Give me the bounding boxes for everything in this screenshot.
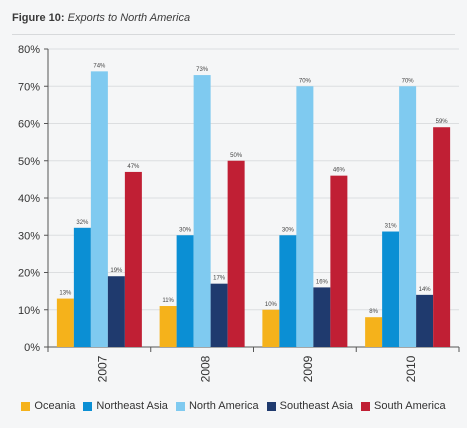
y-tick-label: 80%: [18, 44, 40, 56]
bar: [433, 127, 451, 347]
y-tick-label: 20%: [18, 268, 40, 280]
data-label: 47%: [127, 164, 140, 170]
data-label: 59%: [436, 119, 449, 125]
bar: [365, 317, 383, 347]
data-label: 32%: [76, 220, 89, 226]
bar: [227, 160, 245, 347]
bar: [382, 231, 400, 347]
data-label: 13%: [59, 291, 72, 297]
bar: [296, 86, 314, 347]
figure-caption: Exports to North America: [67, 12, 191, 24]
y-tick-label: 60%: [18, 119, 40, 131]
data-label: 70%: [402, 78, 415, 84]
x-category-label: 2008: [198, 355, 212, 382]
bar: [73, 227, 91, 347]
bar: [313, 287, 331, 347]
legend-label: North America: [188, 400, 259, 412]
data-label: 14%: [419, 287, 432, 293]
y-tick-label: 30%: [18, 230, 40, 242]
legend-swatch: [361, 401, 371, 411]
data-label: 50%: [230, 153, 243, 159]
bar: [159, 306, 177, 347]
bar: [262, 309, 280, 347]
y-tick-label: 40%: [18, 193, 40, 205]
data-label: 10%: [265, 302, 278, 308]
bar: [330, 175, 348, 347]
legend-label: Northeast Asia: [96, 400, 168, 412]
legend-item: North America: [175, 400, 259, 412]
legend-label: Southeast Asia: [279, 400, 354, 412]
data-label: 73%: [196, 67, 209, 73]
data-label: 70%: [299, 78, 312, 84]
legend-item: Southeast Asia: [266, 400, 354, 412]
legend-item: Northeast Asia: [83, 400, 168, 412]
bar: [193, 75, 211, 347]
bar: [416, 294, 434, 347]
legend-label: Oceania: [34, 400, 76, 412]
legend-item: Oceania: [21, 400, 75, 412]
data-label: 17%: [213, 276, 226, 282]
data-label: 8%: [369, 309, 378, 315]
legend-label: South America: [374, 400, 446, 412]
y-tick-label: 50%: [18, 156, 40, 168]
title-divider: [12, 34, 455, 35]
bar: [90, 71, 108, 347]
bar: [210, 283, 228, 347]
legend-swatch: [83, 401, 93, 411]
data-label: 16%: [316, 279, 329, 285]
y-tick-label: 0%: [24, 342, 40, 354]
bar: [124, 171, 142, 347]
bar: [107, 276, 125, 347]
x-category-label: 2007: [96, 355, 110, 382]
bar: [279, 235, 297, 347]
data-label: 31%: [385, 224, 398, 230]
legend-swatch: [175, 401, 185, 411]
bar: [56, 298, 74, 347]
bar: [399, 86, 417, 347]
y-tick-label: 70%: [18, 81, 40, 93]
legend-swatch: [266, 401, 276, 411]
chart-title: Figure 10: Exports to North America: [12, 12, 190, 24]
legend-item: South America: [361, 400, 446, 412]
data-label: 30%: [282, 227, 295, 233]
data-label: 11%: [162, 298, 174, 304]
bar: [176, 235, 194, 347]
chart-legend: Oceania Northeast Asia North America Southe…: [0, 400, 467, 412]
y-tick-label: 10%: [18, 305, 40, 317]
x-category-label: 2009: [301, 355, 315, 382]
legend-swatch: [21, 401, 31, 411]
data-label: 19%: [110, 268, 123, 274]
x-category-label: 2010: [404, 355, 418, 382]
data-label: 30%: [179, 227, 192, 233]
data-label: 46%: [333, 168, 346, 174]
data-label: 74%: [93, 63, 106, 69]
figure-number: Figure 10:: [12, 12, 65, 24]
